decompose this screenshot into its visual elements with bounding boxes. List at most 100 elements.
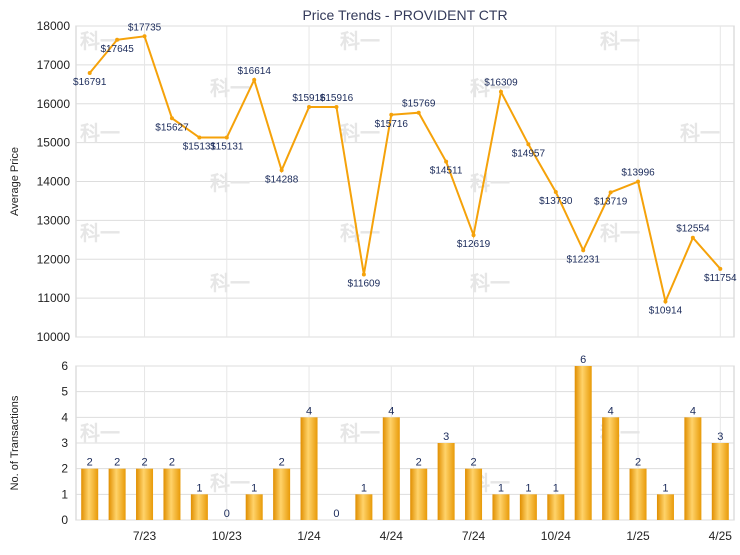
transaction-data-label: 6 bbox=[580, 354, 586, 366]
price-data-label: $15769 bbox=[402, 99, 436, 110]
transaction-bar bbox=[547, 494, 565, 520]
transactions-y-tick-label: 1 bbox=[61, 487, 68, 501]
transaction-data-label: 2 bbox=[141, 457, 147, 469]
transaction-bar bbox=[656, 494, 674, 520]
price-point bbox=[526, 142, 531, 147]
transaction-bar bbox=[519, 494, 537, 520]
price-point bbox=[636, 179, 641, 184]
transaction-data-label: 3 bbox=[717, 431, 723, 443]
watermark-glyph: 科一 bbox=[210, 76, 250, 100]
watermark-glyph: 科一 bbox=[600, 29, 640, 53]
x-tick-label: 10/24 bbox=[541, 529, 571, 543]
price-data-label: $15916 bbox=[320, 93, 354, 104]
price-y-tick-label: 17000 bbox=[37, 58, 71, 72]
price-point bbox=[471, 233, 476, 238]
watermark-glyph: 科一 bbox=[80, 29, 120, 53]
transaction-data-label: 4 bbox=[690, 405, 696, 417]
transactions-y-tick-label: 2 bbox=[61, 462, 68, 476]
transaction-bar bbox=[711, 443, 729, 520]
transaction-data-label: 0 bbox=[224, 508, 230, 520]
transaction-bar bbox=[574, 366, 592, 520]
transactions-y-tick-label: 4 bbox=[61, 410, 68, 424]
price-y-tick-label: 18000 bbox=[37, 19, 71, 33]
watermark-glyph: 科一 bbox=[340, 421, 380, 445]
price-data-label: $17735 bbox=[128, 22, 162, 33]
transaction-bar bbox=[81, 468, 99, 520]
price-data-label: $14511 bbox=[430, 166, 463, 177]
watermark-glyph: 科一 bbox=[210, 471, 250, 495]
transaction-data-label: 2 bbox=[470, 457, 476, 469]
transaction-bar bbox=[245, 494, 263, 520]
price-y-tick-label: 10000 bbox=[37, 330, 71, 344]
price-y-tick-label: 11000 bbox=[38, 291, 71, 305]
watermark-glyph: 科一 bbox=[470, 171, 510, 195]
chart-title: Price Trends - PROVIDENT CTR bbox=[302, 7, 507, 23]
price-point bbox=[581, 248, 586, 253]
price-point bbox=[498, 89, 503, 94]
transaction-data-label: 1 bbox=[553, 482, 559, 494]
price-point bbox=[389, 112, 394, 117]
x-tick-label: 10/23 bbox=[212, 529, 242, 543]
transaction-data-label: 4 bbox=[608, 405, 614, 417]
transaction-data-label: 3 bbox=[443, 431, 449, 443]
price-data-label: $12619 bbox=[457, 239, 491, 250]
price-y-tick-label: 14000 bbox=[37, 175, 71, 189]
transaction-bar bbox=[629, 468, 647, 520]
price-y-tick-label: 16000 bbox=[37, 97, 71, 111]
x-tick-label: 1/25 bbox=[626, 529, 650, 543]
transaction-bar bbox=[273, 468, 291, 520]
transactions-y-tick-label: 0 bbox=[61, 513, 68, 527]
transaction-bar bbox=[437, 443, 455, 520]
transactions-y-axis-label: No. of Transactions bbox=[9, 395, 21, 490]
transaction-data-label: 0 bbox=[333, 508, 339, 520]
price-data-label: $16791 bbox=[73, 77, 107, 88]
transaction-bar bbox=[136, 468, 154, 520]
transaction-data-label: 2 bbox=[169, 457, 175, 469]
transaction-data-label: 2 bbox=[635, 457, 641, 469]
x-tick-label: 7/23 bbox=[133, 529, 157, 543]
transaction-bar bbox=[410, 468, 428, 520]
transactions-y-tick-label: 3 bbox=[61, 436, 68, 450]
price-data-label: $13730 bbox=[539, 196, 573, 207]
price-data-label: $15716 bbox=[375, 119, 409, 130]
price-point bbox=[169, 116, 174, 121]
price-point bbox=[307, 105, 312, 110]
price-data-label: $17645 bbox=[100, 44, 134, 55]
price-data-label: $11754 bbox=[704, 273, 737, 284]
price-data-label: $14957 bbox=[512, 148, 546, 159]
x-tick-label: 4/25 bbox=[709, 529, 733, 543]
transaction-data-label: 1 bbox=[498, 482, 504, 494]
transaction-data-label: 4 bbox=[388, 405, 394, 417]
transaction-bar bbox=[300, 417, 318, 520]
watermark-glyph: 科一 bbox=[340, 121, 380, 145]
price-series-line bbox=[88, 35, 722, 305]
price-data-label: $15131 bbox=[210, 142, 244, 153]
price-point bbox=[197, 135, 202, 140]
price-data-label: $11609 bbox=[348, 278, 381, 289]
price-data-label: $16614 bbox=[238, 66, 272, 77]
transaction-bar bbox=[163, 468, 181, 520]
price-data-label: $12231 bbox=[567, 254, 601, 265]
price-point bbox=[444, 159, 449, 164]
transaction-bar bbox=[465, 468, 483, 520]
price-data-label: $15916 bbox=[292, 93, 326, 104]
price-point bbox=[663, 299, 668, 304]
price-y-tick-label: 12000 bbox=[37, 252, 71, 266]
price-point bbox=[115, 37, 120, 42]
price-point bbox=[553, 189, 558, 194]
price-data-label: $12554 bbox=[676, 224, 710, 235]
price-point bbox=[361, 272, 366, 277]
price-point bbox=[608, 190, 613, 195]
watermark-glyph: 科一 bbox=[80, 221, 120, 245]
price-point bbox=[87, 70, 92, 75]
price-data-label: $14288 bbox=[265, 174, 299, 185]
price-point bbox=[252, 77, 257, 82]
watermark-glyph: 科一 bbox=[340, 221, 380, 245]
price-y-tick-label: 13000 bbox=[37, 213, 71, 227]
transactions-y-tick-label: 5 bbox=[61, 385, 68, 399]
transaction-data-label: 4 bbox=[306, 405, 312, 417]
transaction-data-label: 2 bbox=[416, 457, 422, 469]
price-point bbox=[690, 235, 695, 240]
